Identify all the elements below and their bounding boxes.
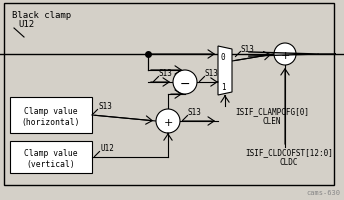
Text: S13: S13 [241,44,255,53]
Text: S13: S13 [188,108,202,117]
Text: −: − [180,77,190,90]
Text: +: + [163,117,173,127]
Text: U12: U12 [18,20,34,29]
Text: +: + [280,51,290,61]
Bar [10,98,92,133]
Text: ISIF_CLAMPCFG[0]
CLEN: ISIF_CLAMPCFG[0] CLEN [235,106,309,126]
Text: ISIF_CLDCOFST[12:0]
CLDC: ISIF_CLDCOFST[12:0] CLDC [245,147,333,167]
Text: S13: S13 [205,69,219,78]
Polygon shape [218,47,232,96]
Text: Clamp value
(vertical): Clamp value (vertical) [24,149,78,168]
Circle shape [274,44,296,66]
Circle shape [173,71,197,95]
Text: 0: 0 [221,52,226,61]
Text: S13: S13 [98,102,112,111]
Text: U12: U12 [100,144,114,153]
Text: 1: 1 [221,83,226,92]
Text: S13: S13 [159,69,173,78]
Text: Black clamp: Black clamp [12,11,71,20]
Text: cams-630: cams-630 [306,189,340,195]
Bar [10,141,92,173]
Circle shape [156,109,180,133]
Text: Clamp value
(horizontal): Clamp value (horizontal) [22,107,80,126]
